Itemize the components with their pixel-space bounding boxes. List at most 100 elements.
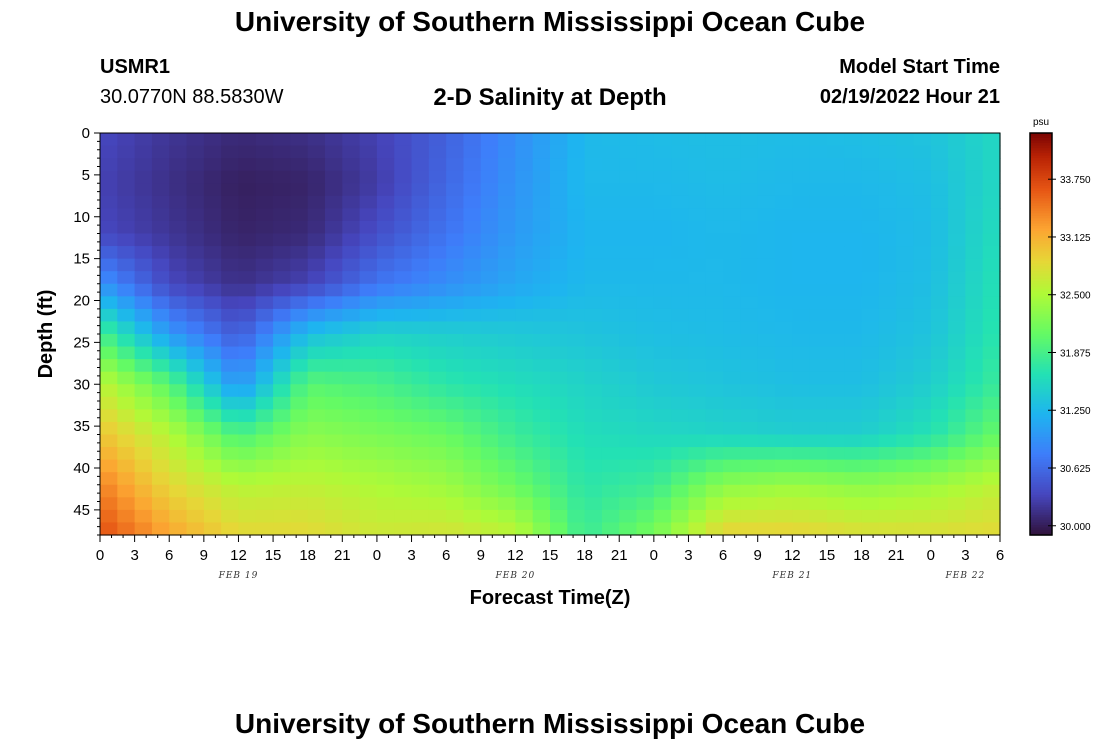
- heatmap-cell: [723, 459, 741, 473]
- heatmap-cell: [134, 346, 153, 360]
- heatmap-cell: [757, 522, 776, 536]
- heatmap-cell: [861, 484, 880, 498]
- heatmap-cell: [255, 509, 274, 524]
- heatmap-cell: [826, 308, 845, 323]
- heatmap-cell: [567, 308, 586, 323]
- heatmap-cell: [567, 447, 586, 461]
- heatmap-cell: [653, 258, 672, 272]
- heatmap-cell: [307, 183, 326, 197]
- heatmap-cell: [792, 170, 811, 184]
- heatmap-cell: [948, 384, 966, 398]
- heatmap-cell: [965, 421, 984, 436]
- heatmap-cell: [878, 371, 897, 385]
- heatmap-cell: [826, 509, 845, 524]
- heatmap-cell: [515, 509, 534, 524]
- heatmap-cell: [844, 384, 863, 398]
- heatmap-cell: [653, 359, 672, 373]
- heatmap-cell: [948, 421, 966, 436]
- heatmap-cell: [861, 472, 880, 486]
- heatmap-cell: [394, 258, 413, 272]
- heatmap-cell: [325, 447, 343, 461]
- heatmap-cell: [601, 371, 620, 385]
- heatmap-cell: [238, 158, 257, 172]
- heatmap-cell: [567, 359, 586, 373]
- heatmap-cell: [411, 472, 430, 486]
- heatmap-cell: [428, 220, 447, 235]
- heatmap-cell: [325, 434, 343, 448]
- heatmap-cell: [930, 208, 949, 222]
- colorbar-segment: [1030, 474, 1052, 478]
- heatmap-cell: [100, 258, 118, 272]
- heatmap-cell: [705, 246, 724, 260]
- colorbar-segment: [1030, 351, 1052, 355]
- heatmap-cell: [723, 484, 741, 498]
- heatmap-cell: [878, 220, 897, 235]
- heatmap-cell: [117, 158, 136, 172]
- heatmap-cell: [186, 384, 205, 398]
- colorbar-segment: [1030, 228, 1052, 232]
- heatmap-cell: [826, 195, 845, 209]
- heatmap-cell: [550, 170, 568, 184]
- colorbar-segment: [1030, 138, 1052, 142]
- heatmap-cell: [636, 296, 655, 310]
- heatmap-cell: [844, 421, 863, 436]
- colorbar-segment: [1030, 148, 1052, 152]
- heatmap-cell: [307, 359, 326, 373]
- heatmap-cell: [757, 396, 776, 410]
- heatmap-cell: [307, 396, 326, 410]
- date-label: FEB 22: [945, 571, 986, 581]
- heatmap-cell: [221, 220, 240, 235]
- heatmap-cell: [446, 434, 465, 448]
- x-tick-label: 15: [542, 547, 559, 564]
- heatmap-cell: [376, 283, 395, 297]
- heatmap-cell: [203, 208, 222, 222]
- heatmap-cell: [653, 246, 672, 260]
- colorbar-segment: [1030, 489, 1052, 493]
- heatmap-cell: [342, 195, 361, 209]
- heatmap-cell: [705, 334, 724, 348]
- heatmap-cell: [134, 233, 153, 247]
- heatmap-cell: [255, 258, 274, 272]
- heatmap-cell: [809, 145, 828, 159]
- heatmap-cell: [965, 384, 984, 398]
- heatmap-cell: [550, 409, 568, 423]
- heatmap-cell: [151, 195, 170, 209]
- heatmap-cell: [532, 459, 551, 473]
- heatmap-cell: [221, 208, 240, 222]
- colorbar-segment: [1030, 459, 1052, 463]
- heatmap-cell: [826, 271, 845, 285]
- heatmap-cell: [151, 246, 170, 260]
- heatmap-cell: [428, 384, 447, 398]
- heatmap-cell: [290, 183, 309, 197]
- heatmap-cell: [826, 133, 845, 147]
- heatmap-cell: [221, 522, 240, 536]
- heatmap-cell: [498, 170, 516, 184]
- heatmap-cell: [134, 321, 153, 335]
- heatmap-cell: [965, 145, 984, 159]
- heatmap-cell: [307, 271, 326, 285]
- heatmap-cell: [498, 522, 516, 536]
- heatmap-cell: [861, 396, 880, 410]
- heatmap-cell: [394, 396, 413, 410]
- heatmap-cell: [740, 421, 759, 436]
- heatmap-cell: [428, 208, 447, 222]
- heatmap-cell: [307, 170, 326, 184]
- heatmap-cell: [965, 246, 984, 260]
- colorbar: 30.00030.62531.25031.87532.50033.12533.7…: [1029, 132, 1091, 536]
- heatmap-cell: [342, 384, 361, 398]
- heatmap-cell: [550, 509, 568, 524]
- heatmap-cell: [134, 421, 153, 436]
- heatmap-cell: [723, 321, 741, 335]
- heatmap-cell: [584, 246, 603, 260]
- heatmap-cell: [653, 334, 672, 348]
- heatmap-cell: [376, 421, 395, 436]
- heatmap-cell: [376, 409, 395, 423]
- heatmap-cell: [376, 359, 395, 373]
- heatmap-cell: [844, 246, 863, 260]
- heatmap-cell: [930, 233, 949, 247]
- heatmap-cell: [757, 409, 776, 423]
- heatmap-cell: [290, 484, 309, 498]
- heatmap-cell: [792, 308, 811, 323]
- heatmap-cell: [221, 509, 240, 524]
- heatmap-cell: [723, 384, 741, 398]
